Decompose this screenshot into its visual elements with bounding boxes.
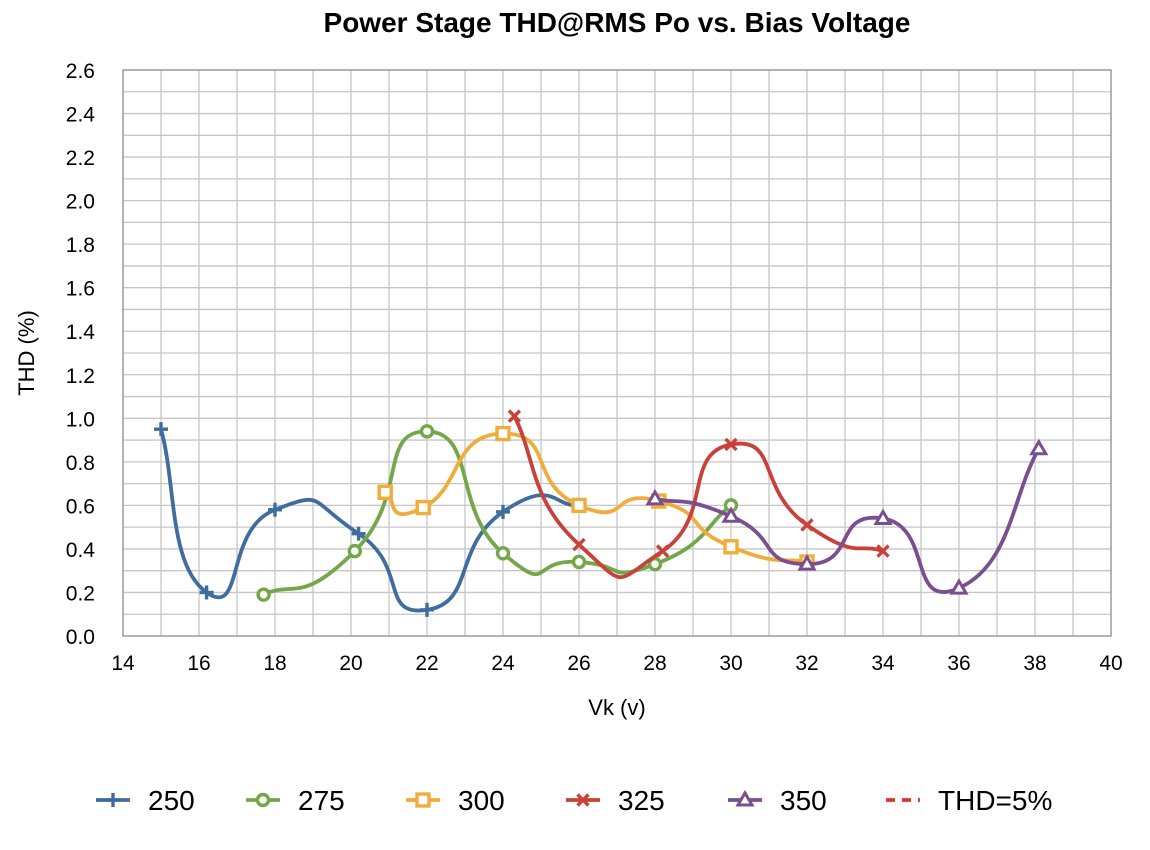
data-point-275 xyxy=(495,546,511,561)
y-tick-label: 1.6 xyxy=(66,278,95,301)
data-point-250 xyxy=(268,502,282,517)
y-tick-label: 1.2 xyxy=(66,365,95,388)
legend-label: 350 xyxy=(780,785,827,816)
x-tick-label: 18 xyxy=(263,652,286,675)
legend-label: 275 xyxy=(298,785,345,816)
series-300 xyxy=(377,425,815,570)
x-tick-label: 28 xyxy=(643,652,666,675)
legend-item-THD=5%: THD=5% xyxy=(886,785,1052,816)
legend-item-250: 250 xyxy=(96,785,195,816)
x-tick-label: 26 xyxy=(567,652,590,675)
x-axis-ticks: 14 16 18 20 22 24 26 28 30 32 34 36 38 40 xyxy=(111,652,1122,675)
data-point-250 xyxy=(496,504,510,519)
legend-marker-plus xyxy=(106,793,120,807)
data-point-325 xyxy=(876,544,890,558)
x-tick-label: 40 xyxy=(1099,652,1122,675)
y-tick-label: 1.8 xyxy=(66,234,95,257)
x-tick-label: 34 xyxy=(871,652,895,675)
data-point-250 xyxy=(351,526,366,541)
data-point-325 xyxy=(724,437,738,452)
y-tick-label: 2.2 xyxy=(66,147,95,170)
data-point-350 xyxy=(645,488,665,506)
data-point-325 xyxy=(572,537,586,552)
legend-item-350: 350 xyxy=(728,785,827,816)
data-point-350 xyxy=(721,506,741,523)
series-325 xyxy=(507,409,890,579)
data-point-250 xyxy=(199,585,214,600)
data-point-350 xyxy=(1029,438,1049,456)
x-tick-label: 14 xyxy=(111,652,135,675)
data-point-300 xyxy=(723,539,739,555)
x-tick-label: 16 xyxy=(187,652,210,675)
data-point-325 xyxy=(655,544,670,558)
legend-label: THD=5% xyxy=(938,785,1052,816)
data-point-300 xyxy=(495,425,511,442)
x-tick-label: 30 xyxy=(719,652,742,675)
data-point-350 xyxy=(873,508,893,525)
legend-marker-circle xyxy=(255,792,271,808)
data-point-300 xyxy=(377,484,393,501)
legend-item-275: 275 xyxy=(246,785,345,816)
data-point-250 xyxy=(154,422,168,437)
data-point-275 xyxy=(256,587,271,602)
data-point-275 xyxy=(647,556,663,572)
data-point-325 xyxy=(800,518,814,532)
y-axis-label: THD (%) xyxy=(14,310,39,396)
x-tick-label: 32 xyxy=(795,652,818,675)
chart-title: Power Stage THD@RMS Po vs. Bias Voltage xyxy=(324,7,911,38)
legend-marker-square xyxy=(415,792,431,808)
series-250 xyxy=(154,422,586,617)
series-line-300 xyxy=(383,431,809,564)
y-tick-label: 2.0 xyxy=(66,191,95,214)
series-line-250 xyxy=(159,427,581,613)
legend-marker-x xyxy=(576,793,590,807)
data-point-325 xyxy=(507,409,522,423)
grid-lines xyxy=(123,70,1111,636)
y-axis-ticks: 0.0 0.2 0.4 0.6 0.8 1.0 1.2 1.4 1.6 1.8 2.0 2.2 2.4 2… xyxy=(66,60,96,649)
y-tick-label: 2.6 xyxy=(66,60,95,83)
series-350 xyxy=(645,438,1049,595)
y-tick-label: 0.2 xyxy=(66,582,95,605)
data-point-275 xyxy=(571,554,587,570)
legend-marker-triangle xyxy=(735,790,755,807)
y-tick-label: 2.4 xyxy=(66,104,96,127)
x-axis-label: Vk (v) xyxy=(588,695,645,720)
legend-label: 250 xyxy=(148,785,195,816)
data-point-275 xyxy=(419,424,435,439)
data-point-275 xyxy=(347,543,362,559)
plot-area-frame xyxy=(122,69,1112,637)
x-tick-label: 38 xyxy=(1023,652,1046,675)
y-tick-label: 1.4 xyxy=(66,321,96,344)
series-275 xyxy=(256,424,739,602)
x-tick-label: 24 xyxy=(491,652,515,675)
series-layer xyxy=(154,409,1049,617)
x-tick-label: 36 xyxy=(947,652,970,675)
y-tick-label: 0.4 xyxy=(66,539,96,562)
legend-label: 325 xyxy=(618,785,665,816)
data-point-350 xyxy=(797,554,817,571)
y-tick-label: 0.8 xyxy=(66,452,95,475)
y-tick-label: 0.6 xyxy=(66,495,95,518)
legend-label: 300 xyxy=(458,785,505,816)
legend: 250 275 300 325 350 THD=5% xyxy=(96,785,1052,816)
data-point-250 xyxy=(420,602,434,617)
legend-item-325: 325 xyxy=(566,785,665,816)
x-tick-label: 22 xyxy=(415,652,438,675)
y-tick-label: 1.0 xyxy=(66,408,95,431)
x-tick-label: 20 xyxy=(339,652,362,675)
legend-item-300: 300 xyxy=(406,785,505,816)
data-point-350 xyxy=(949,578,969,595)
y-tick-label: 0.0 xyxy=(66,626,95,649)
data-point-300 xyxy=(415,499,431,516)
data-point-300 xyxy=(571,497,587,514)
